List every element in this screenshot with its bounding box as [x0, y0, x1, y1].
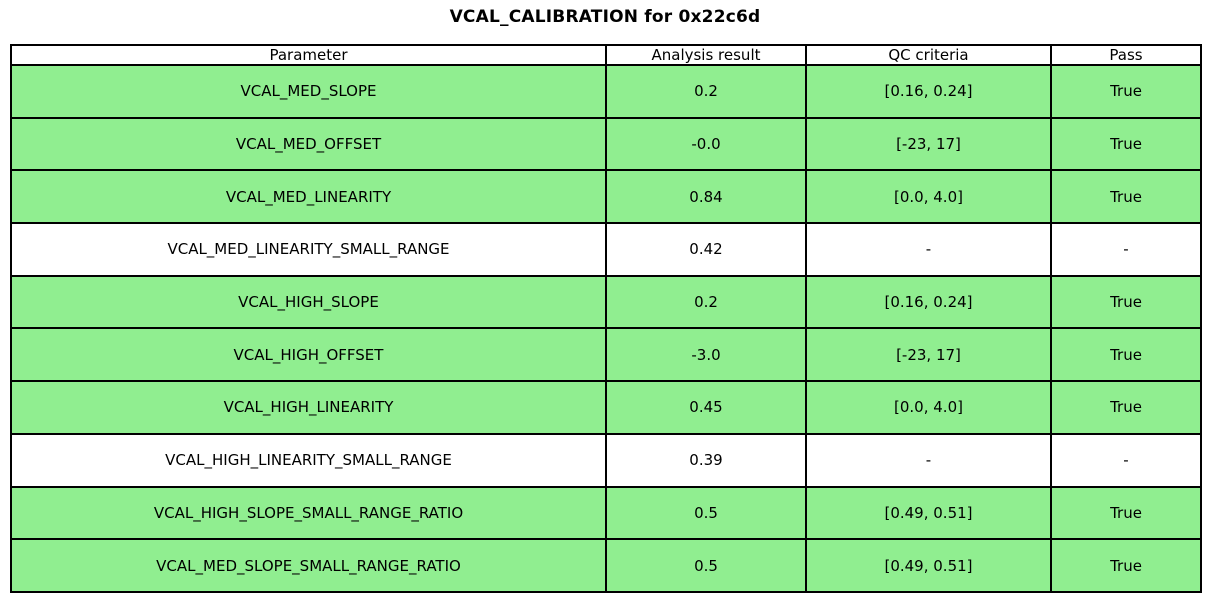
cell-result: 0.5 — [605, 485, 807, 541]
table-row: VCAL_MED_LINEARITY 0.84 [0.0, 4.0] True — [10, 169, 1202, 225]
header-row: Parameter Analysis result QC criteria Pa… — [10, 44, 1202, 66]
column-header-analysis-result: Analysis result — [605, 44, 807, 66]
cell-result: 0.39 — [605, 432, 807, 488]
table-row: VCAL_HIGH_OFFSET -3.0 [-23, 17] True — [10, 327, 1202, 383]
cell-result: 0.2 — [605, 274, 807, 330]
cell-pass: True — [1050, 538, 1202, 593]
cell-parameter: VCAL_MED_SLOPE — [10, 64, 607, 119]
cell-criteria: - — [805, 222, 1052, 277]
table-body: VCAL_MED_SLOPE 0.2 [0.16, 0.24] True VCAL_ME… — [10, 64, 1202, 593]
table-row: VCAL_HIGH_SLOPE 0.2 [0.16, 0.24] True — [10, 274, 1202, 330]
table-row: VCAL_HIGH_SLOPE_SMALL_RANGE_RATIO 0.5 [0.4… — [10, 485, 1202, 541]
table-row: VCAL_HIGH_LINEARITY_SMALL_RANGE 0.39- - — [10, 432, 1202, 488]
cell-criteria: [0.16, 0.24] — [805, 64, 1052, 119]
cell-pass: True — [1050, 169, 1202, 225]
cell-criteria: [0.0, 4.0] — [805, 169, 1052, 225]
cell-criteria: [-23, 17] — [805, 116, 1052, 172]
cell-parameter: VCAL_HIGH_OFFSET — [10, 327, 607, 383]
cell-result: 0.5 — [605, 538, 807, 593]
cell-result: 0.45 — [605, 380, 807, 435]
cell-pass: - — [1050, 432, 1202, 488]
column-header-parameter: Parameter — [10, 44, 607, 66]
qc-results-table: Parameter Analysis result QC criteria Pa… — [10, 44, 1202, 593]
cell-result: 0.42 — [605, 222, 807, 277]
page-title: VCAL_CALIBRATION for 0x22c6d — [449, 7, 761, 27]
cell-result: 0.2 — [605, 64, 807, 119]
cell-parameter: VCAL_MED_LINEARITY — [10, 169, 607, 225]
cell-pass: True — [1050, 485, 1202, 541]
cell-criteria: [-23, 17] — [805, 327, 1052, 383]
cell-criteria: - — [805, 432, 1052, 488]
cell-pass: True — [1050, 64, 1202, 119]
cell-criteria: [0.16, 0.24] — [805, 274, 1052, 330]
cell-result: -0.0 — [605, 116, 807, 172]
cell-parameter: VCAL_MED_OFFSET — [10, 116, 607, 172]
column-header-pass: Pass — [1050, 44, 1202, 66]
cell-parameter: VCAL_HIGH_LINEARITY_SMALL_RANGE — [10, 432, 607, 488]
table-row: VCAL_MED_SLOPE 0.2 [0.16, 0.24] True — [10, 64, 1202, 119]
cell-pass: True — [1050, 116, 1202, 172]
cell-parameter: VCAL_HIGH_SLOPE — [10, 274, 607, 330]
cell-result: -3.0 — [605, 327, 807, 383]
cell-pass: True — [1050, 380, 1202, 435]
table-row: VCAL_MED_OFFSET -0.0 [-23, 17] True — [10, 116, 1202, 172]
cell-criteria: [0.49, 0.51] — [805, 538, 1052, 593]
cell-criteria: [0.0, 4.0] — [805, 380, 1052, 435]
cell-pass: True — [1050, 327, 1202, 383]
cell-pass: True — [1050, 274, 1202, 330]
table-row: VCAL_MED_LINEARITY_SMALL_RANGE 0.42- - — [10, 222, 1202, 277]
table-row: VCAL_MED_SLOPE_SMALL_RANGE_RATIO 0.5 [0.49… — [10, 538, 1202, 593]
cell-parameter: VCAL_MED_SLOPE_SMALL_RANGE_RATIO — [10, 538, 607, 593]
cell-parameter: VCAL_HIGH_SLOPE_SMALL_RANGE_RATIO — [10, 485, 607, 541]
column-header-qc-criteria: QC criteria — [805, 44, 1052, 66]
cell-pass: - — [1050, 222, 1202, 277]
cell-result: 0.84 — [605, 169, 807, 225]
cell-parameter: VCAL_HIGH_LINEARITY — [10, 380, 607, 435]
table-header: Parameter Analysis result QC criteria Pa… — [10, 44, 1202, 66]
cell-parameter: VCAL_MED_LINEARITY_SMALL_RANGE — [10, 222, 607, 277]
table-row: VCAL_HIGH_LINEARITY 0.45 [0.0, 4.0] True — [10, 380, 1202, 435]
cell-criteria: [0.49, 0.51] — [805, 485, 1052, 541]
